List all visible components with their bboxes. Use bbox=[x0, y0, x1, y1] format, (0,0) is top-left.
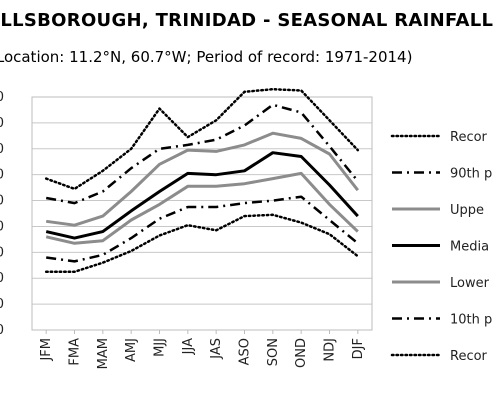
x-tick-label: AMJ bbox=[124, 338, 139, 362]
x-tick-label: ASO bbox=[238, 338, 253, 365]
y-tick-label: 0.0 bbox=[0, 142, 4, 157]
chart-subtitle: (Location: 11.2°N, 60.7°W; Period of rec… bbox=[0, 48, 413, 66]
y-tick-label: 0.0 bbox=[0, 297, 4, 312]
series-line bbox=[45, 171, 359, 245]
series-line bbox=[45, 131, 359, 227]
chart-title: HILLSBOROUGH, TRINIDAD - SEASONAL RAINFA… bbox=[0, 10, 494, 31]
y-tick-label: .0 bbox=[0, 90, 4, 105]
y-tick-label: .0 bbox=[0, 219, 4, 234]
legend-label: Recor bbox=[450, 130, 488, 145]
y-tick-label: 0.0 bbox=[0, 116, 4, 131]
legend-label: Uppe bbox=[450, 203, 484, 218]
legend-label: Lower bbox=[450, 276, 490, 291]
y-tick-label: .0 bbox=[0, 194, 4, 209]
series-line bbox=[46, 195, 359, 263]
legend-label: 90th p bbox=[450, 167, 492, 182]
x-tick-label: SON bbox=[266, 338, 281, 366]
x-tick-label: FMA bbox=[68, 338, 83, 366]
y-tick-label: 0.0 bbox=[0, 271, 4, 286]
y-tick-label: .0 bbox=[0, 323, 4, 338]
series-line bbox=[44, 87, 360, 191]
x-tick-label: JAS bbox=[209, 338, 224, 360]
x-tick-label: DJF bbox=[351, 338, 366, 359]
x-tick-label: OND bbox=[294, 338, 309, 368]
plot-frame bbox=[31, 96, 373, 331]
series-line bbox=[45, 103, 359, 205]
series-line bbox=[45, 151, 359, 240]
legend-label: Media bbox=[450, 240, 489, 255]
x-tick-label: JJA bbox=[181, 338, 196, 355]
legend-label: 10th p bbox=[450, 313, 492, 328]
x-tick-label: MJJ bbox=[153, 338, 168, 357]
series-line bbox=[44, 213, 360, 274]
x-tick-label: NDJ bbox=[323, 338, 338, 362]
y-tick-label: 0.0 bbox=[0, 245, 4, 260]
x-tick-label: MAM bbox=[96, 338, 111, 369]
legend-label: Recor bbox=[450, 349, 488, 364]
x-tick-label: JFM bbox=[39, 338, 54, 362]
y-tick-label: .0 bbox=[0, 168, 4, 183]
